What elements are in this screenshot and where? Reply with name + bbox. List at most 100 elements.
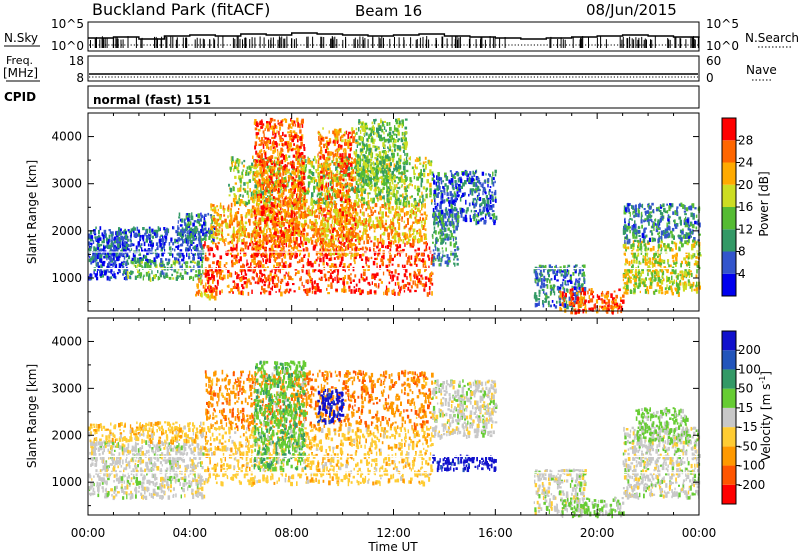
power-cell <box>317 192 320 196</box>
power-cell <box>200 238 203 243</box>
power-cell <box>103 260 106 264</box>
power-cell <box>198 239 201 245</box>
power-cell <box>211 216 213 219</box>
power-cell <box>416 238 419 243</box>
power-cell <box>221 269 224 273</box>
power-cell <box>356 226 358 230</box>
power-cell <box>250 262 252 266</box>
power-cell <box>256 163 259 167</box>
power-cell <box>332 216 335 220</box>
power-cell <box>202 244 206 247</box>
power-cell <box>290 199 293 204</box>
power-cell <box>284 200 287 205</box>
power-cell <box>258 137 261 140</box>
power-cell <box>274 271 277 275</box>
power-cell <box>164 235 166 238</box>
power-cell <box>296 204 298 208</box>
power-cell <box>400 239 402 242</box>
power-cell <box>213 236 216 239</box>
power-cell <box>423 233 426 237</box>
power-cell <box>193 253 195 259</box>
power-cell <box>219 290 221 295</box>
power-cell <box>282 143 285 147</box>
power-cell <box>306 288 310 294</box>
power-cell <box>338 132 340 136</box>
power-cell <box>351 248 354 251</box>
power-cell <box>145 229 147 235</box>
power-cell <box>385 207 388 210</box>
power-cell <box>279 240 281 244</box>
power-cell <box>351 223 354 227</box>
power-cell <box>285 242 287 248</box>
power-cell <box>323 253 325 259</box>
power-cell <box>319 140 322 144</box>
power-cell <box>272 280 274 285</box>
power-cell <box>312 269 316 273</box>
power-cell <box>266 185 268 191</box>
power-cell <box>261 264 265 269</box>
power-cell <box>227 215 229 219</box>
power-cell <box>330 223 333 228</box>
power-cell <box>372 274 374 279</box>
power-cell <box>244 190 246 193</box>
power-cell <box>195 246 197 249</box>
power-cell <box>281 195 283 199</box>
power-cell <box>289 143 292 148</box>
power-cell <box>208 251 211 256</box>
power-cell <box>99 226 102 231</box>
power-cell <box>298 254 301 257</box>
power-cell <box>297 198 299 202</box>
power-cell <box>332 156 335 162</box>
power-cell <box>324 233 327 238</box>
power-cell <box>387 232 390 237</box>
power-cell <box>272 239 275 242</box>
power-cell <box>294 134 297 139</box>
power-cell <box>209 234 211 238</box>
power-cell <box>425 241 427 245</box>
power-cell <box>177 245 179 250</box>
power-cell <box>299 214 301 220</box>
power-cell <box>288 222 291 227</box>
power-cell <box>291 120 294 125</box>
power-cell <box>252 242 255 246</box>
power-cell <box>268 165 271 170</box>
power-cell <box>369 226 371 231</box>
power-cell <box>157 226 160 229</box>
power-cell <box>272 220 274 225</box>
power-cell <box>323 185 325 189</box>
power-cell <box>99 258 102 262</box>
power-cell <box>179 265 182 270</box>
power-cell <box>137 257 140 263</box>
power-cell <box>332 253 335 256</box>
power-cell <box>89 230 93 235</box>
power-cell <box>285 189 287 192</box>
power-cell <box>241 171 244 176</box>
power-cell <box>346 158 348 162</box>
power-cell <box>312 269 314 273</box>
power-cell <box>394 232 398 236</box>
power-cell <box>424 268 426 273</box>
power-cell <box>111 231 114 236</box>
power-cell <box>202 284 205 289</box>
power-cell <box>353 257 356 262</box>
power-cell <box>361 246 364 251</box>
power-cell <box>110 233 113 237</box>
power-cell <box>349 162 353 167</box>
power-cell <box>389 274 392 280</box>
power-cell <box>315 225 318 229</box>
power-cell <box>376 238 379 243</box>
power-cell <box>314 203 317 206</box>
power-cell <box>299 245 302 248</box>
power-cell <box>121 240 124 246</box>
power-cell <box>390 185 393 190</box>
power-cell <box>352 211 355 215</box>
power-cell <box>280 192 284 197</box>
power-cell <box>271 173 274 176</box>
power-cell <box>313 222 316 227</box>
power-cell <box>207 246 210 252</box>
power-cell <box>336 231 339 237</box>
power-cell <box>295 168 297 172</box>
power-cell <box>95 248 98 251</box>
power-cell <box>228 194 231 197</box>
power-cell <box>89 257 92 262</box>
